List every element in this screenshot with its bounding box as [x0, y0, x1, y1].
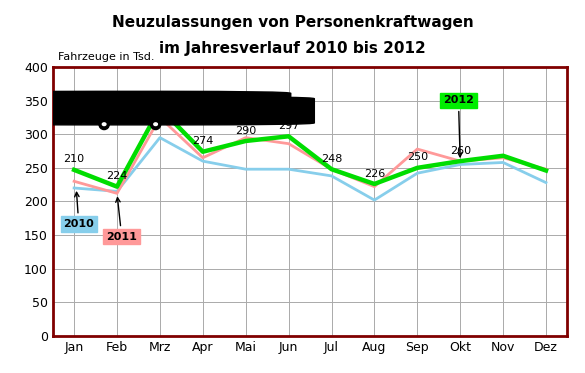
Ellipse shape — [154, 123, 157, 126]
Ellipse shape — [150, 119, 161, 129]
Text: 248: 248 — [321, 154, 342, 164]
FancyBboxPatch shape — [0, 97, 314, 125]
Text: 210: 210 — [64, 154, 85, 164]
Text: 260: 260 — [450, 146, 471, 156]
Text: 224: 224 — [106, 171, 128, 181]
Text: 226: 226 — [364, 169, 385, 179]
Ellipse shape — [102, 123, 106, 126]
Text: 339: 339 — [149, 93, 170, 103]
Text: 250: 250 — [407, 153, 428, 163]
Text: Neuzulassungen von Personenkraftwagen: Neuzulassungen von Personenkraftwagen — [112, 15, 473, 30]
FancyBboxPatch shape — [0, 91, 291, 105]
Text: 2011: 2011 — [106, 198, 137, 242]
Ellipse shape — [99, 119, 109, 129]
Text: 274: 274 — [192, 137, 214, 146]
Text: 2012: 2012 — [443, 95, 474, 157]
Text: im Jahresverlauf 2010 bis 2012: im Jahresverlauf 2010 bis 2012 — [159, 41, 426, 56]
Text: 2010: 2010 — [63, 192, 94, 229]
Text: 297: 297 — [278, 121, 300, 131]
Text: 290: 290 — [235, 126, 256, 136]
Text: Fahrzeuge in Tsd.: Fahrzeuge in Tsd. — [58, 52, 154, 62]
